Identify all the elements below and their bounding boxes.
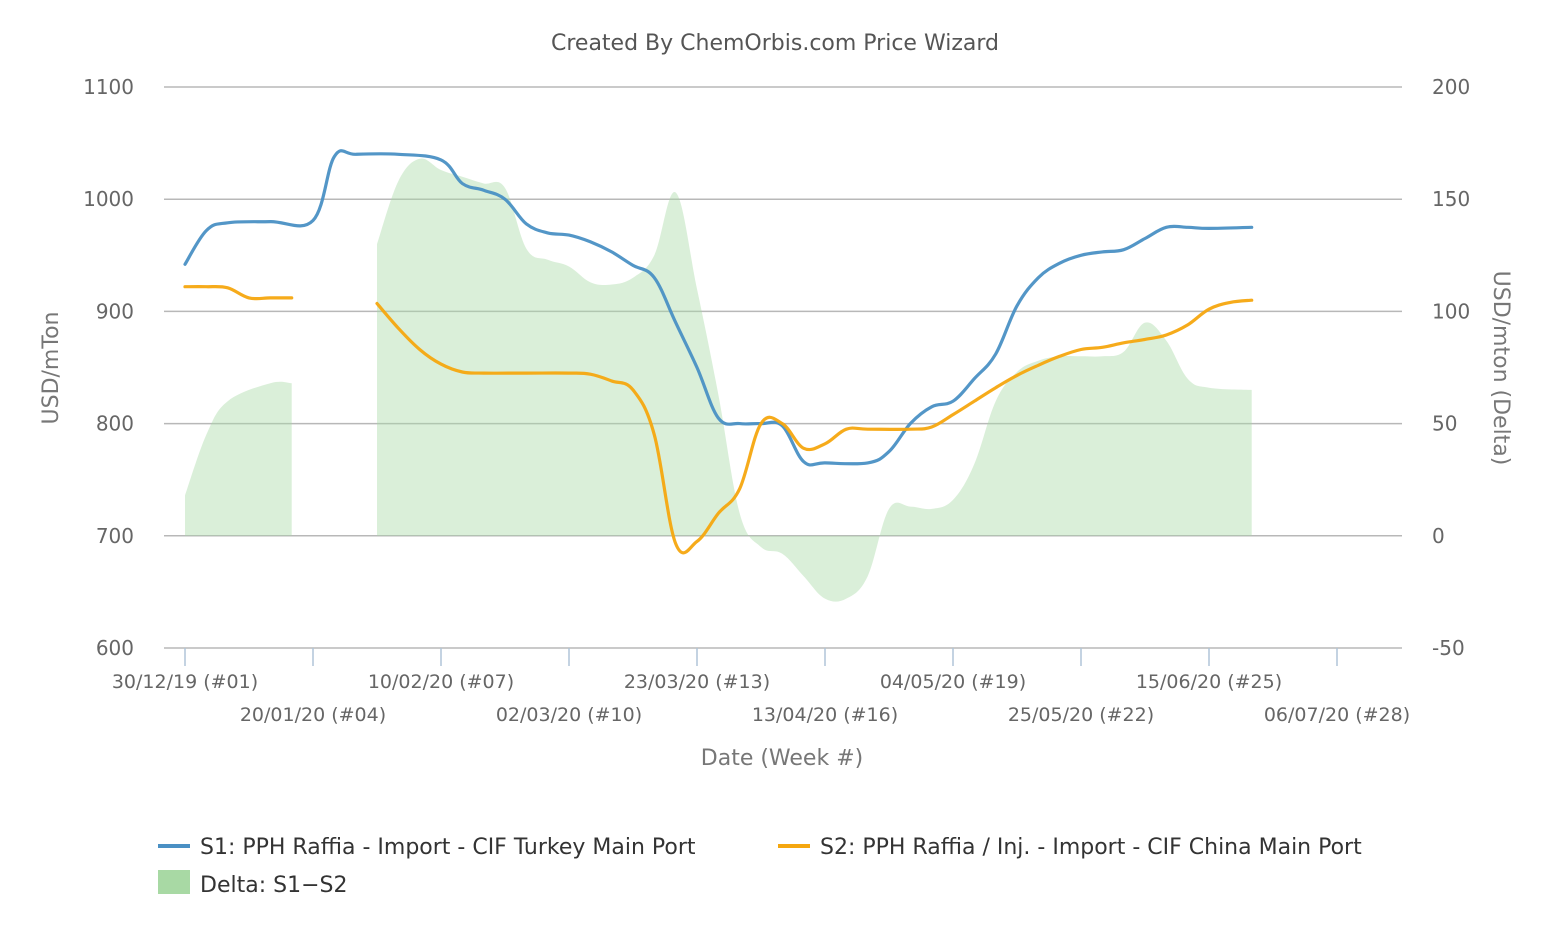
x-tick-label: 10/02/20 (#07) xyxy=(368,671,514,693)
y-tick-right: -50 xyxy=(1432,636,1465,660)
delta-area xyxy=(185,381,292,536)
y-tick-right: 0 xyxy=(1432,524,1445,548)
series-lines-layer xyxy=(183,149,1254,555)
s2-line xyxy=(183,284,294,301)
y-axis-left-title: USD/mTon xyxy=(39,312,64,425)
y-tick-left: 800 xyxy=(96,412,134,436)
y-tick-left: 700 xyxy=(96,524,134,548)
y-tick-left: 1000 xyxy=(83,187,134,211)
y-tick-right: 150 xyxy=(1432,187,1470,211)
legend-label-delta[interactable]: Delta: S1−S2 xyxy=(200,873,347,898)
y-tick-right: 100 xyxy=(1432,299,1470,323)
x-axis-title: Date (Week #) xyxy=(701,746,863,771)
gridlines xyxy=(164,86,1402,649)
x-axis: 30/12/19 (#01) 20/01/20 (#04) 10/02/20 (#0… xyxy=(112,648,1410,726)
x-tick-label: 23/03/20 (#13) xyxy=(624,671,770,693)
y-tick-left: 900 xyxy=(96,299,134,323)
delta-area xyxy=(377,158,1252,602)
x-tick-label: 30/12/19 (#01) xyxy=(112,671,258,693)
legend-swatch-delta xyxy=(158,870,190,894)
delta-area-layer xyxy=(185,158,1252,602)
x-tick-label: 13/04/20 (#16) xyxy=(752,704,898,726)
y-tick-right: 200 xyxy=(1432,75,1470,99)
y-tick-left: 1100 xyxy=(83,75,134,99)
s2-line xyxy=(375,298,1254,555)
y-tick-left: 600 xyxy=(96,636,134,660)
s1-line xyxy=(183,149,1254,467)
y-tick-right: 50 xyxy=(1432,412,1457,436)
chart-title: Created By ChemOrbis.com Price Wizard xyxy=(551,31,999,56)
x-tick-label: 02/03/20 (#10) xyxy=(496,704,642,726)
y-axis-left: 600 700 800 900 1000 1100 xyxy=(83,75,134,660)
legend-label-s1[interactable]: S1: PPH Raffia - Import - CIF Turkey Mai… xyxy=(200,835,696,860)
legend: S1: PPH Raffia - Import - CIF Turkey Mai… xyxy=(158,835,1362,898)
x-tick-label: 15/06/20 (#25) xyxy=(1136,671,1282,693)
x-tick-label: 20/01/20 (#04) xyxy=(240,704,386,726)
y-axis-right: -50 0 50 100 150 200 xyxy=(1432,75,1470,660)
y-axis-right-title: USD/mton (Delta) xyxy=(1488,271,1513,466)
x-tick-label: 06/07/20 (#28) xyxy=(1264,704,1410,726)
x-tick-label: 25/05/20 (#22) xyxy=(1008,704,1154,726)
legend-label-s2[interactable]: S2: PPH Raffia / Inj. - Import - CIF Chi… xyxy=(820,835,1362,860)
x-tick-label: 04/05/20 (#19) xyxy=(880,671,1026,693)
